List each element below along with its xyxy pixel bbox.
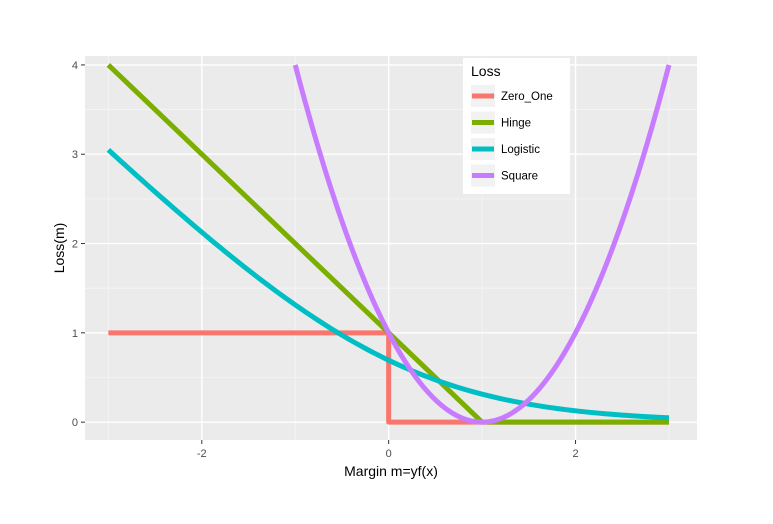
axes: -2 0 2 0 1 2 3 4 [72, 60, 579, 460]
y-tick-label: 2 [72, 239, 78, 251]
series-line-logistic [106, 148, 670, 421]
legend-items: Zero_One Hinge Logistic Square [471, 85, 553, 187]
series-line-square [292, 64, 672, 425]
y-axis-title: Loss(m) [51, 223, 67, 274]
legend-title: Loss [471, 63, 501, 79]
legend-label: Square [501, 171, 538, 183]
x-axis-title: Margin m=yf(x) [344, 463, 438, 479]
x-tick-label: 0 [386, 448, 392, 460]
grid-lines [85, 56, 697, 440]
legend-label: Logistic [501, 144, 540, 156]
y-tick-label: 1 [72, 328, 78, 340]
legend: Loss Zero_One Hinge Logistic Square [463, 58, 570, 194]
legend-label: Zero_One [501, 91, 553, 103]
legend-label: Hinge [501, 118, 531, 130]
x-tick-label: 2 [572, 448, 578, 460]
series-lines [106, 63, 672, 425]
y-tick-label: 0 [72, 417, 78, 429]
y-tick-label: 3 [72, 149, 78, 161]
y-tick-label: 4 [72, 60, 78, 72]
x-tick-label: -2 [197, 448, 207, 460]
